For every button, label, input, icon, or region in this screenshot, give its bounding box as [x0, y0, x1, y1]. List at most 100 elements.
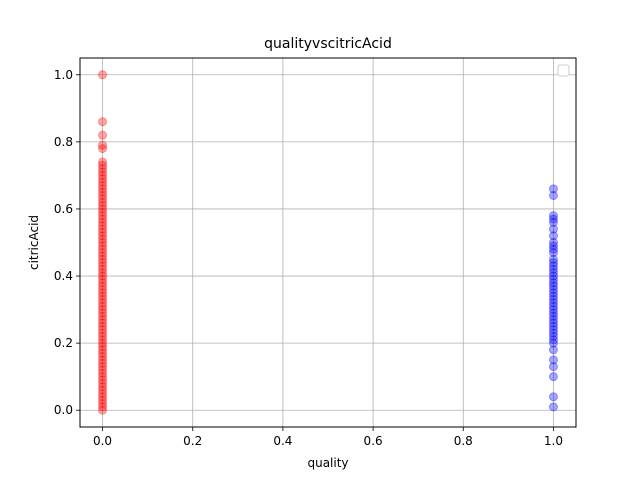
data-point [98, 328, 108, 338]
data-point [98, 248, 108, 258]
data-point [98, 281, 108, 291]
y-axis-label: citricAcid [27, 215, 41, 270]
data-point [548, 191, 558, 201]
data-point [98, 271, 108, 281]
data-point [98, 191, 108, 201]
data-point [548, 264, 558, 274]
x-tick-label: 0.4 [273, 434, 292, 448]
data-point [548, 345, 558, 355]
data-point [548, 281, 558, 291]
data-point [548, 301, 558, 311]
data-point [548, 241, 558, 251]
y-tick-label: 1.0 [54, 68, 73, 82]
data-point [98, 331, 108, 341]
data-point [98, 341, 108, 351]
x-tick-label: 0.2 [183, 434, 202, 448]
data-point [548, 318, 558, 328]
data-point [98, 217, 108, 227]
data-point [548, 224, 558, 234]
data-point [98, 140, 108, 150]
data-point [98, 264, 108, 274]
data-point [98, 375, 108, 385]
data-point [98, 207, 108, 217]
data-point [548, 328, 558, 338]
data-point [548, 184, 558, 194]
data-point [98, 244, 108, 254]
data-point [98, 251, 108, 261]
data-point [98, 372, 108, 382]
data-point [548, 214, 558, 224]
y-tick-label: 0.2 [54, 336, 73, 350]
data-point [548, 308, 558, 318]
data-point [548, 338, 558, 348]
y-tick-label: 0.6 [54, 202, 73, 216]
data-point [548, 355, 558, 365]
data-point [98, 345, 108, 355]
data-point [548, 248, 558, 258]
data-point [98, 224, 108, 234]
x-tick-label: 1.0 [544, 434, 563, 448]
data-point [98, 321, 108, 331]
data-point [98, 335, 108, 345]
data-point [98, 130, 108, 140]
data-point [548, 291, 558, 301]
data-point [98, 214, 108, 224]
data-point [98, 368, 108, 378]
data-point [548, 278, 558, 288]
data-point [548, 305, 558, 315]
data-point [98, 382, 108, 392]
data-point [98, 231, 108, 241]
data-point [98, 348, 108, 358]
legend-box [557, 64, 570, 77]
data-point [98, 288, 108, 298]
data-point [98, 325, 108, 335]
chart-title: qualityvscitricAcid [264, 36, 392, 52]
data-point [98, 338, 108, 348]
data-point [98, 388, 108, 398]
data-point [548, 231, 558, 241]
data-point [548, 288, 558, 298]
data-point [548, 372, 558, 382]
data-point [548, 238, 558, 247]
data-point [548, 261, 558, 271]
data-point [98, 318, 108, 328]
data-point [98, 157, 108, 167]
data-point [98, 160, 108, 170]
data-point [98, 399, 108, 409]
data-point [98, 308, 108, 318]
x-tick-label: 0.6 [364, 434, 383, 448]
data-point [98, 187, 108, 197]
data-point [548, 268, 558, 278]
data-point [548, 258, 558, 268]
data-point [98, 201, 108, 211]
data-point [98, 234, 108, 244]
data-point [98, 177, 108, 187]
data-point [548, 284, 558, 294]
data-point [98, 311, 108, 321]
data-point [98, 170, 108, 180]
data-point [98, 241, 108, 251]
data-point [98, 268, 108, 278]
data-point [98, 194, 108, 204]
data-point [98, 227, 108, 237]
data-point [98, 261, 108, 271]
data-point [98, 355, 108, 365]
data-point [548, 217, 558, 227]
data-point [98, 258, 108, 268]
data-point [98, 352, 108, 362]
y-tick-label: 0.0 [54, 403, 73, 417]
data-point [98, 164, 108, 174]
data-point [548, 271, 558, 281]
y-tick-label: 0.8 [54, 135, 73, 149]
data-point [98, 204, 108, 214]
data-point [548, 311, 558, 321]
data-point [98, 298, 108, 308]
data-point [98, 238, 108, 247]
data-point [98, 315, 108, 325]
data-point [548, 254, 558, 264]
data-point [98, 278, 108, 288]
data-point [98, 254, 108, 264]
axis-ticks: 0.0 0.2 0.4 0.6 0.8 1.0 0.0 0.2 0.4 0.6 0.8 1.0 [54, 68, 563, 448]
data-point [98, 362, 108, 372]
